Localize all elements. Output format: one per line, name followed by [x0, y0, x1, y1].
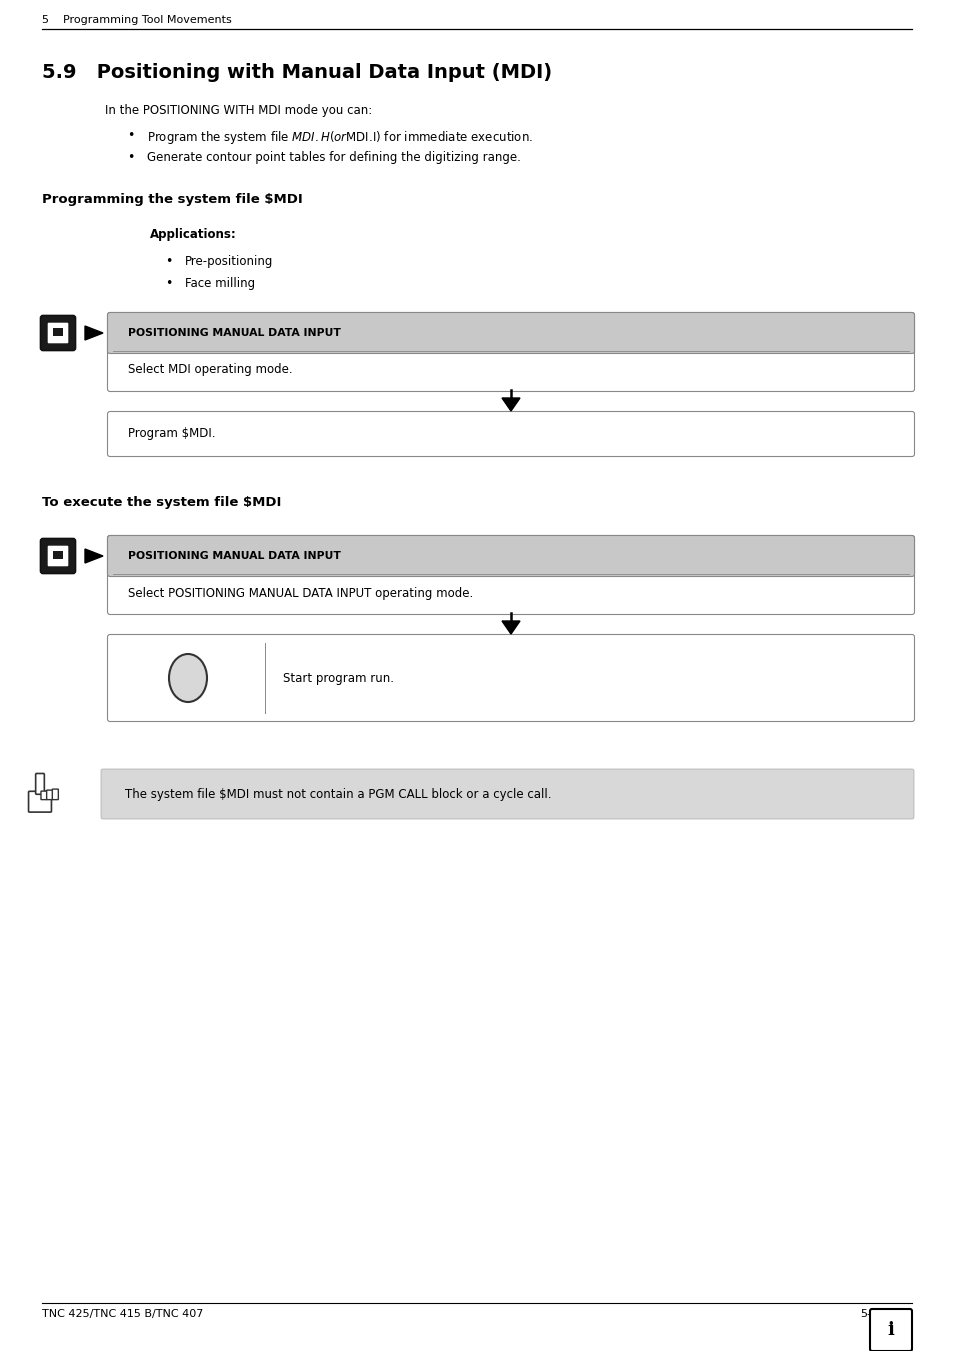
- Ellipse shape: [169, 654, 207, 703]
- FancyBboxPatch shape: [108, 535, 914, 615]
- Text: Select POSITIONING MANUAL DATA INPUT operating mode.: Select POSITIONING MANUAL DATA INPUT ope…: [128, 586, 473, 600]
- Text: •: •: [127, 151, 134, 163]
- FancyBboxPatch shape: [108, 635, 914, 721]
- FancyBboxPatch shape: [869, 1309, 911, 1351]
- FancyBboxPatch shape: [108, 312, 914, 354]
- Text: i: i: [886, 1321, 894, 1339]
- Text: Pre-positioning: Pre-positioning: [185, 255, 274, 267]
- Text: Face milling: Face milling: [185, 277, 254, 290]
- Text: 5-73: 5-73: [859, 1309, 884, 1319]
- FancyBboxPatch shape: [52, 789, 58, 800]
- Text: Applications:: Applications:: [150, 228, 236, 240]
- Polygon shape: [85, 326, 103, 340]
- Text: •: •: [165, 277, 172, 290]
- FancyBboxPatch shape: [40, 539, 75, 574]
- Text: POSITIONING MANUAL DATA INPUT: POSITIONING MANUAL DATA INPUT: [128, 551, 340, 561]
- Text: POSITIONING MANUAL DATA INPUT: POSITIONING MANUAL DATA INPUT: [128, 328, 340, 338]
- FancyBboxPatch shape: [48, 546, 69, 566]
- FancyBboxPatch shape: [108, 312, 914, 392]
- Text: •: •: [127, 128, 134, 142]
- Text: TNC 425/TNC 415 B/TNC 407: TNC 425/TNC 415 B/TNC 407: [42, 1309, 203, 1319]
- FancyBboxPatch shape: [29, 792, 51, 812]
- FancyBboxPatch shape: [48, 323, 69, 343]
- Text: The system file $MDI must not contain a PGM CALL block or a cycle call.: The system file $MDI must not contain a …: [125, 788, 551, 801]
- FancyBboxPatch shape: [101, 769, 913, 819]
- FancyBboxPatch shape: [108, 535, 914, 577]
- Bar: [52, 328, 63, 336]
- FancyBboxPatch shape: [41, 792, 47, 800]
- FancyBboxPatch shape: [108, 412, 914, 457]
- FancyBboxPatch shape: [47, 790, 52, 800]
- FancyBboxPatch shape: [40, 316, 75, 350]
- Polygon shape: [501, 399, 519, 411]
- Polygon shape: [85, 549, 103, 563]
- Polygon shape: [501, 621, 519, 634]
- Text: Program the system file $MDI.H (or $MDI.I) for immediate execution.: Program the system file $MDI.H (or $MDI.…: [147, 128, 533, 146]
- Bar: [52, 551, 63, 559]
- Text: Generate contour point tables for defining the digitizing range.: Generate contour point tables for defini…: [147, 151, 520, 163]
- Text: To execute the system file $MDI: To execute the system file $MDI: [42, 496, 281, 509]
- FancyBboxPatch shape: [35, 774, 44, 794]
- Text: Programming the system file $MDI: Programming the system file $MDI: [42, 193, 302, 205]
- Text: 5.9   Positioning with Manual Data Input (MDI): 5.9 Positioning with Manual Data Input (…: [42, 63, 552, 82]
- Text: •: •: [165, 255, 172, 267]
- Text: Select MDI operating mode.: Select MDI operating mode.: [128, 363, 293, 377]
- Text: Start program run.: Start program run.: [283, 671, 394, 685]
- Text: 5    Programming Tool Movements: 5 Programming Tool Movements: [42, 15, 232, 26]
- Text: In the POSITIONING WITH MDI mode you can:: In the POSITIONING WITH MDI mode you can…: [105, 104, 372, 118]
- Text: Program $MDI.: Program $MDI.: [128, 427, 215, 440]
